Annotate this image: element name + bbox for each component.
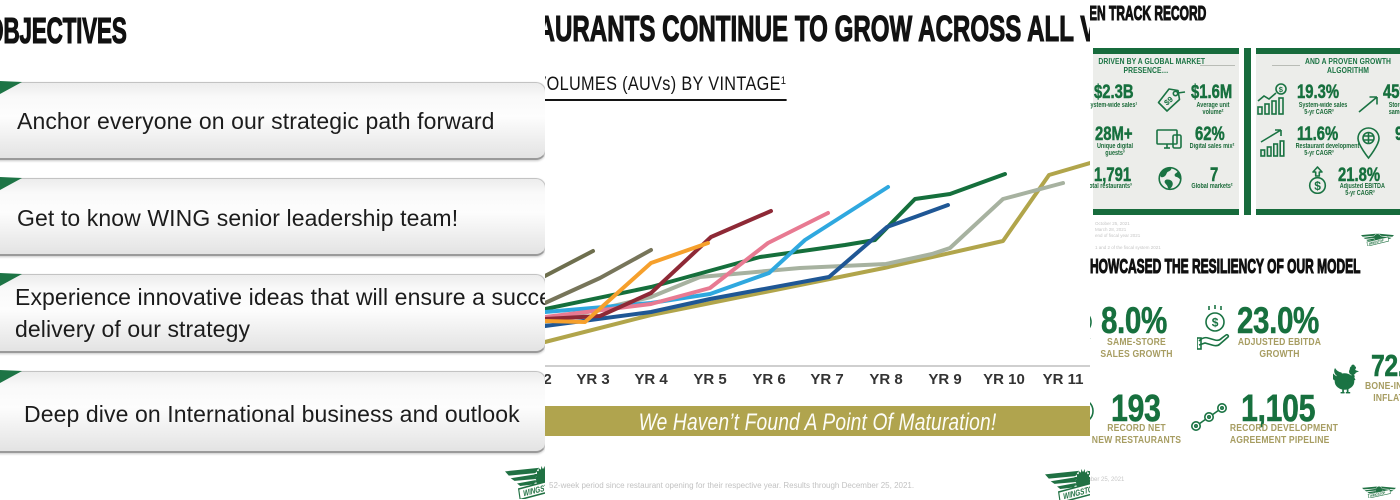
svg-text:$: $ <box>1279 85 1284 94</box>
svg-text:$: $ <box>1314 179 1321 193</box>
svg-text:$: $ <box>1212 316 1219 330</box>
